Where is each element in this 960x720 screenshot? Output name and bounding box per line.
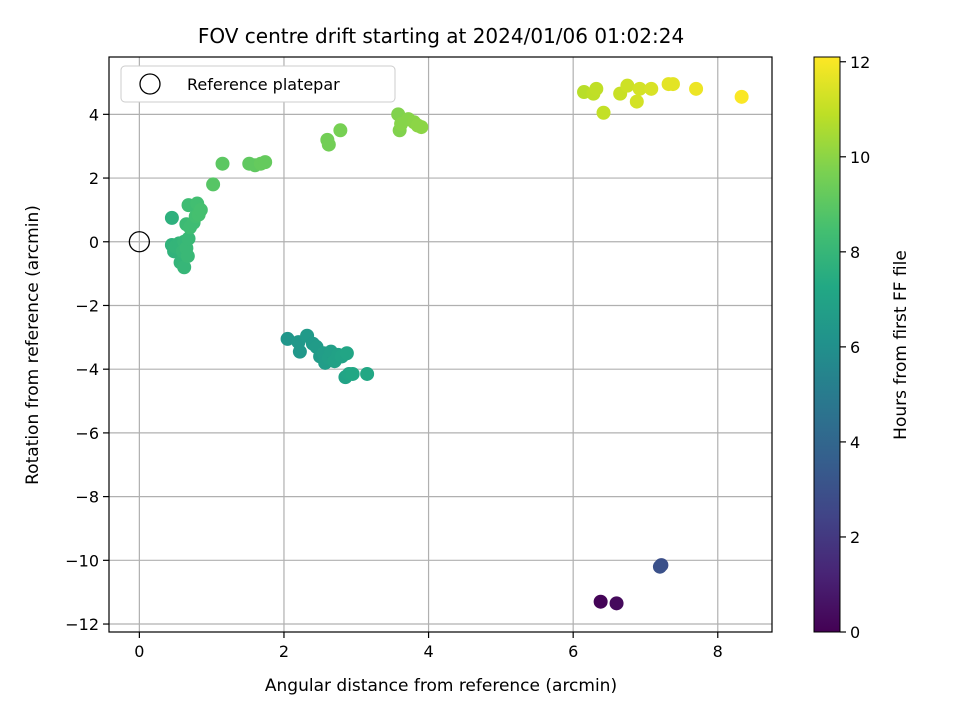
data-point [665, 77, 680, 92]
y-tick-label: 0 [89, 233, 99, 252]
y-axis-label: Rotation from reference (arcmin) [23, 205, 43, 485]
data-point [292, 344, 307, 359]
data-point [164, 210, 179, 225]
data-point [689, 81, 704, 96]
colorbar-ticks: 0 2 4 6 8 10 12 [840, 53, 870, 642]
data-point [360, 366, 375, 381]
colorbar-tick-label: 6 [850, 338, 860, 357]
data-point [734, 89, 749, 104]
data-point [339, 346, 354, 361]
legend: Reference platepar [120, 65, 396, 103]
y-tick-label: 4 [89, 105, 99, 124]
data-point [652, 559, 667, 574]
colorbar-tick-label: 2 [850, 528, 860, 547]
legend-label-reference: Reference platepar [187, 75, 340, 94]
data-point [321, 137, 336, 152]
data-point [193, 202, 208, 217]
colorbar-tick-label: 0 [850, 623, 860, 642]
y-tick-label: −6 [75, 424, 99, 443]
data-point [644, 81, 659, 96]
data-point [180, 249, 195, 264]
data-point [280, 331, 295, 346]
y-tick-label: −4 [75, 360, 99, 379]
colorbar-tick-label: 10 [850, 148, 870, 167]
data-point [632, 81, 647, 96]
data-point [414, 120, 429, 135]
x-axis-ticks: 0 2 4 6 8 [134, 632, 723, 661]
data-point [629, 94, 644, 109]
data-point [620, 78, 635, 93]
colorbar-tick-label: 8 [850, 243, 860, 262]
data-point [206, 177, 221, 192]
chart-title: FOV centre drift starting at 2024/01/06 … [198, 24, 684, 48]
colorbar-gradient [813, 56, 841, 633]
x-axis-label: Angular distance from reference (arcmin) [265, 676, 617, 696]
data-point [596, 105, 611, 120]
data-point [215, 156, 230, 171]
colorbar: 0 2 4 6 8 10 12 Hours from first FF file [813, 53, 911, 642]
colorbar-label: Hours from first FF file [891, 250, 911, 440]
reference-platepar-marker [128, 231, 151, 253]
colorbar-tick-label: 12 [850, 53, 870, 72]
colorbar-tick-label: 4 [850, 433, 860, 452]
data-point [345, 366, 360, 381]
reference-marker-layer [128, 231, 151, 253]
data-point [177, 260, 192, 275]
data-point [333, 123, 348, 138]
data-point [589, 81, 604, 96]
y-axis-ticks: 4 2 0 −2 −4 −6 −8 −10 −12 [65, 105, 109, 634]
data-point [609, 596, 624, 611]
y-tick-label: −8 [75, 488, 99, 507]
plot-background [109, 57, 772, 632]
plot-frame [108, 56, 773, 633]
data-point [181, 231, 196, 246]
y-tick-label: −10 [65, 551, 99, 570]
x-tick-label: 4 [423, 642, 433, 661]
x-tick-label: 2 [279, 642, 289, 661]
y-tick-label: −12 [65, 615, 99, 634]
legend-marker-reference [139, 73, 161, 95]
x-tick-label: 8 [713, 642, 723, 661]
data-points [164, 77, 749, 611]
legend-box [120, 65, 396, 103]
x-tick-label: 0 [134, 642, 144, 661]
y-tick-label: 2 [89, 169, 99, 188]
data-point [258, 155, 273, 170]
data-point [593, 594, 608, 609]
x-tick-label: 6 [568, 642, 578, 661]
y-tick-label: −2 [75, 296, 99, 315]
